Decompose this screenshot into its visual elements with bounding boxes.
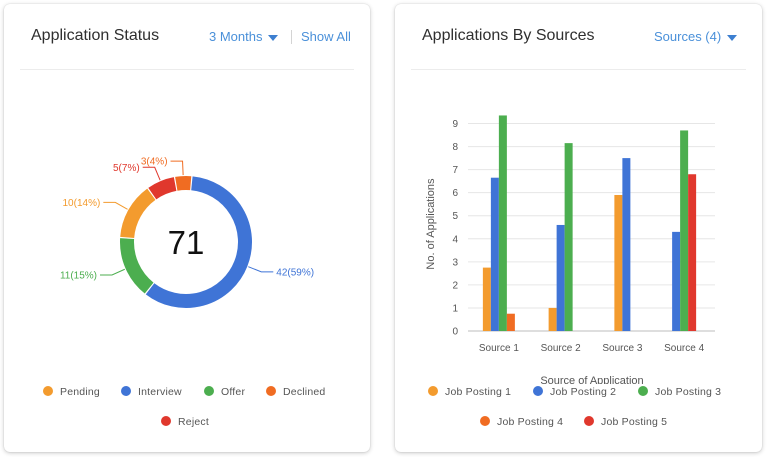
legend-item-pending[interactable]: Pending	[43, 386, 100, 398]
sources-label: Sources (4)	[654, 29, 722, 44]
legend-label: Interview	[138, 386, 182, 398]
legend-item-job-posting-1[interactable]: Job Posting 1	[428, 386, 511, 398]
legend-swatch	[266, 386, 276, 396]
slice-label-leader	[103, 201, 128, 210]
chevron-down-icon	[268, 34, 279, 41]
y-tick-label: 6	[452, 188, 458, 199]
bar-job-posting-1-source-1[interactable]	[482, 267, 491, 331]
legend-swatch	[584, 416, 594, 426]
bar-chart: 0 1 2 3 4 5 6 7 8 9 Source 1 Source 2 Source 3 Source…	[425, 115, 715, 384]
card-title: Application Status	[31, 27, 160, 44]
divider	[291, 30, 292, 44]
x-axis-label: Source of Application	[540, 375, 643, 384]
legend-label: Job Posting 4	[497, 416, 564, 428]
bar-job-posting-2-source-4[interactable]	[672, 231, 681, 331]
legend-swatch	[533, 386, 543, 396]
legend-label: Job Posting 1	[445, 386, 512, 398]
x-tick-label: Source 1	[479, 343, 519, 354]
show-all-link[interactable]: Show All	[301, 29, 351, 44]
card-title: Applications By Sources	[422, 27, 595, 44]
legend-item-interview[interactable]: Interview	[121, 386, 182, 398]
donut-slice[interactable]	[120, 238, 154, 294]
divider	[20, 69, 354, 70]
chevron-down-icon	[727, 34, 738, 41]
donut-slice[interactable]	[120, 188, 156, 239]
bar-job-posting-5-source-4[interactable]	[688, 174, 697, 331]
y-tick-label: 0	[452, 327, 458, 338]
period-label: 3 Months	[209, 29, 263, 44]
legend-swatch	[204, 386, 214, 396]
y-tick-label: 4	[452, 234, 458, 245]
slice-label-leader	[100, 268, 125, 276]
y-tick-label: 9	[452, 119, 458, 130]
slice-label-leader	[142, 166, 161, 181]
legend-swatch	[638, 386, 648, 396]
legend-item-job-posting-3[interactable]: Job Posting 3	[638, 386, 721, 398]
slice-label-leader	[170, 160, 184, 176]
slice-label: 42(59%)	[276, 267, 314, 278]
bar-job-posting-2-source-3[interactable]	[622, 158, 631, 331]
application-status-card: Application Status 3 Months Show All 42(…	[4, 4, 370, 452]
legend-label: Offer	[221, 386, 246, 398]
bar-job-posting-3-source-4[interactable]	[680, 130, 689, 331]
legend-swatch	[428, 386, 438, 396]
y-tick-label: 1	[452, 303, 458, 314]
legend-label: Reject	[178, 416, 209, 428]
donut-slice[interactable]	[175, 176, 192, 191]
legend-item-job-posting-2[interactable]: Job Posting 2	[533, 386, 616, 398]
slice-label-leader	[248, 266, 274, 273]
legend-label: Declined	[283, 386, 326, 398]
y-tick-label: 3	[452, 257, 458, 268]
legend-label: Job Posting 3	[655, 386, 722, 398]
bar-job-posting-3-source-1[interactable]	[498, 115, 507, 332]
bar-job-posting-2-source-2[interactable]	[556, 224, 565, 331]
legend-label: Job Posting 2	[550, 386, 617, 398]
bar-job-posting-4-source-1[interactable]	[506, 313, 515, 331]
x-tick-label: Source 3	[602, 343, 642, 354]
legend-label: Pending	[60, 386, 100, 398]
x-tick-label: Source 4	[664, 343, 704, 354]
slice-label: 10(14%)	[63, 198, 101, 209]
legend-item-offer[interactable]: Offer	[204, 386, 245, 398]
donut-slice[interactable]	[148, 177, 177, 200]
slice-label: 11(15%)	[60, 270, 97, 281]
bar-job-posting-3-source-2[interactable]	[564, 143, 573, 331]
slice-label: 5(7%)	[113, 163, 140, 174]
donut-slice[interactable]	[145, 176, 252, 308]
divider	[411, 69, 746, 70]
y-tick-label: 7	[452, 165, 458, 176]
legend-label: Job Posting 5	[601, 416, 668, 428]
legend-swatch	[161, 416, 171, 426]
y-tick-label: 5	[452, 211, 458, 222]
x-tick-label: Source 2	[541, 343, 581, 354]
slice-label: 3(4%)	[141, 157, 168, 168]
legend-item-reject[interactable]: Reject	[161, 416, 209, 428]
period-dropdown[interactable]: 3 Months	[209, 29, 279, 44]
legend-item-job-posting-4[interactable]: Job Posting 4	[480, 416, 563, 428]
sources-dropdown[interactable]: Sources (4)	[654, 29, 738, 44]
donut-chart: 42(59%) 11(15%) 10(14%) 5(7%)3(4%) 71	[60, 157, 314, 308]
legend-swatch	[480, 416, 490, 426]
bar-job-posting-2-source-1[interactable]	[490, 177, 499, 331]
legend-swatch	[121, 386, 131, 396]
y-tick-label: 2	[452, 280, 458, 291]
bar-job-posting-1-source-2[interactable]	[548, 307, 557, 331]
y-tick-label: 8	[452, 142, 458, 153]
legend-item-declined[interactable]: Declined	[266, 386, 325, 398]
total-count: 71	[168, 224, 205, 261]
applications-by-sources-card: Applications By Sources Sources (4) 0 1 2 3…	[395, 4, 762, 452]
legend-swatch	[43, 386, 53, 396]
legend-item-job-posting-5[interactable]: Job Posting 5	[584, 416, 667, 428]
y-axis-label: No. of Applications	[425, 178, 437, 270]
bar-job-posting-1-source-3[interactable]	[614, 194, 623, 331]
